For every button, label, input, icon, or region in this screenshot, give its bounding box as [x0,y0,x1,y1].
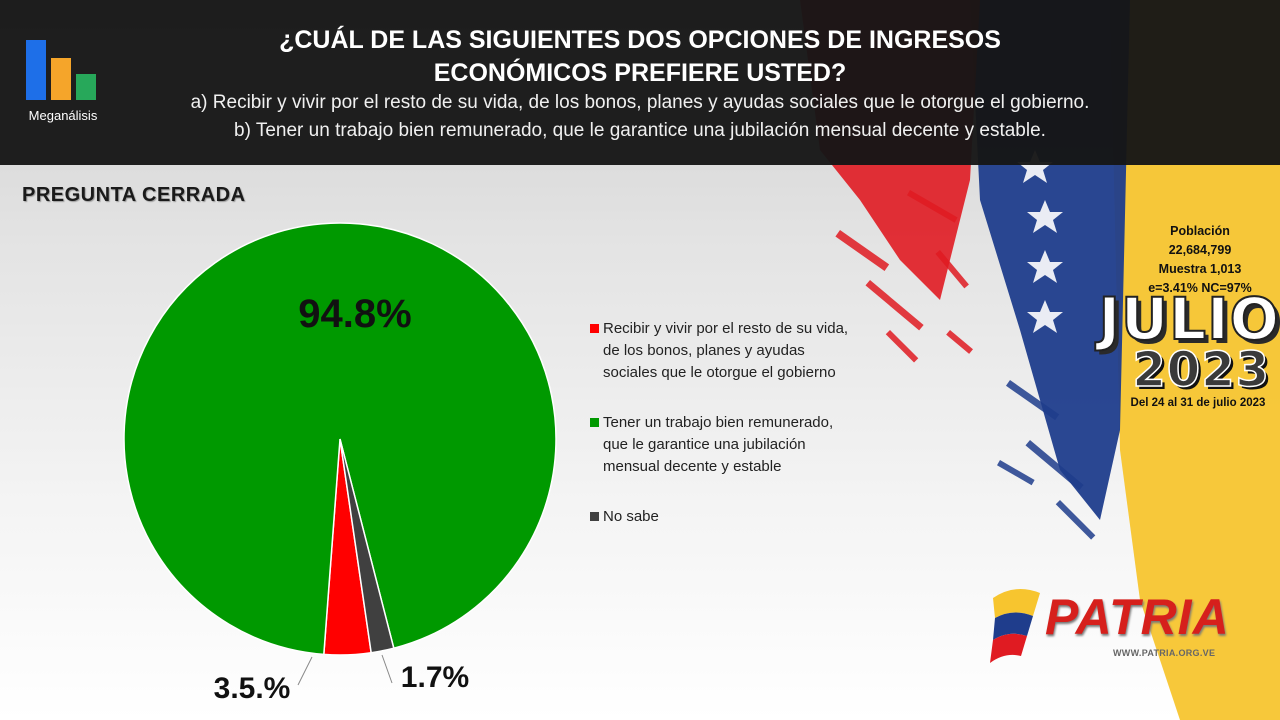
legend-label: Recibir y vivir por el resto de su vida, [603,320,849,337]
slice-data-label: 1.7% [401,661,469,694]
title-line-1: ¿CUÁL DE LAS SIGUIENTES DOS OPCIONES DE … [279,26,1001,54]
logo-bar-icon [26,40,46,100]
patria-brand-name: PATRIA [1045,589,1230,645]
leader-line [297,656,313,686]
population-value: 22,684,799 [1168,243,1232,257]
page-title: ¿CUÁL DE LAS SIGUIENTES DOS OPCIONES DE … [0,24,1280,90]
error-margin: e=3.41% NC=97% [1148,281,1252,295]
date-range: Del 24 al 31 de julio 2023 [1130,397,1266,409]
chart-legend: Recibir y vivir por el resto de su vida,… [590,318,890,528]
logo-label: Meganálisis [28,108,98,123]
pie-slice [123,222,557,656]
survey-info: Población 22,684,799 Muestra 1,013 e=3.4… [1135,222,1265,298]
patria-flag-icon [990,589,1040,663]
header-banner: Meganálisis ¿CUÁL DE LAS SIGUIENTES DOS … [0,0,1280,165]
slice-data-label: 3.5.% [214,672,291,705]
legend-label: de los bonos, planes y ayudas [603,342,805,359]
legend-swatch [590,512,599,521]
slice-data-label: 94.8% [298,292,411,336]
patria-logo: PATRIA WWW.PATRIA.ORG.VE [985,578,1229,668]
legend-swatch [590,324,599,333]
leader-line [381,654,393,684]
title-line-2: ECONÓMICOS PREFIERE USTED? [433,59,847,87]
legend-label: que le garantice una jubilación [603,436,806,453]
option-b-text: b) Tener un trabajo bien remunerado, que… [234,120,1046,141]
logo-bar-icon [76,74,96,100]
legend-item: Tener un trabajo bien remunerado, que le … [590,412,890,478]
pie-slice [339,438,395,654]
legend-label: Tener un trabajo bien remunerado, [603,414,834,431]
month-label: JULIO [1097,285,1280,353]
pie-chart: 3.5.% 94.8% 1.7% [123,222,557,705]
option-a-text: a) Recibir y vivir por el resto de su vi… [190,92,1090,113]
legend-label: mensual decente y estable [603,458,782,475]
legend-swatch [590,418,599,427]
legend-item: Recibir y vivir por el resto de su vida,… [590,318,890,384]
logo-bar-icon [51,58,71,100]
year-label: 2023 [1132,342,1270,398]
legend-label: No sabe [603,508,659,525]
meganalisis-logo: Meganálisis [18,38,108,158]
sample-size: Muestra 1,013 [1158,262,1242,276]
legend-item: No sabe [590,506,890,528]
patria-url: WWW.PATRIA.ORG.VE [1113,648,1216,658]
population-label: Población [1170,224,1230,238]
question-type-label: PREGUNTA CERRADA [22,184,246,206]
legend-label: sociales que le otorgue el gobierno [603,364,836,381]
